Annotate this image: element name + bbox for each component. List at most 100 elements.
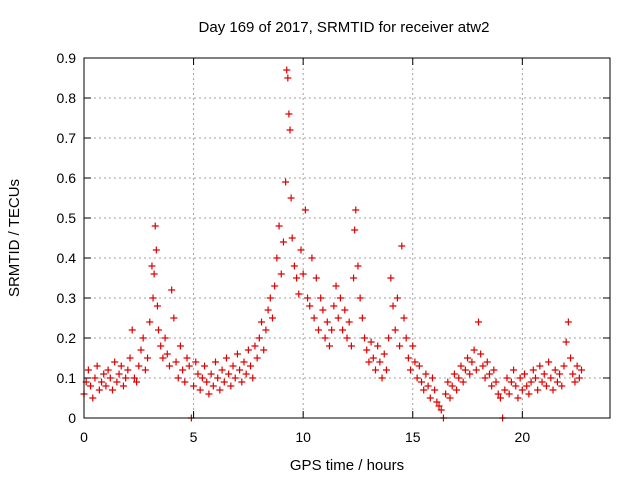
data-point: [231, 374, 239, 382]
data-point: [437, 406, 445, 414]
data-point: [446, 394, 454, 402]
data-point: [133, 378, 141, 386]
x-tick-label: 10: [295, 429, 311, 445]
data-point: [472, 366, 480, 374]
data-point: [503, 374, 511, 382]
data-point: [496, 394, 504, 402]
data-point: [196, 386, 204, 394]
data-point: [319, 306, 327, 314]
data-point: [336, 294, 344, 302]
data-point: [176, 342, 184, 350]
data-point: [431, 386, 439, 394]
data-point: [507, 378, 515, 386]
data-point: [341, 306, 349, 314]
data-point: [214, 374, 222, 382]
data-point: [253, 354, 261, 362]
data-point: [258, 318, 266, 326]
data-point: [505, 390, 513, 398]
data-point: [558, 382, 566, 390]
data-point: [152, 246, 160, 254]
data-point: [411, 358, 419, 366]
data-point: [244, 346, 252, 354]
data-point: [481, 374, 489, 382]
data-point: [358, 314, 366, 322]
data-point: [144, 354, 152, 362]
data-point: [95, 386, 103, 394]
data-point: [494, 390, 502, 398]
data-point: [137, 346, 145, 354]
data-point: [181, 378, 189, 386]
data-point: [304, 294, 312, 302]
data-point: [510, 366, 518, 374]
data-point: [297, 246, 305, 254]
data-point: [418, 378, 426, 386]
data-point: [514, 394, 522, 402]
data-point: [415, 362, 423, 370]
x-tick-label: 0: [80, 429, 88, 445]
data-point: [553, 378, 561, 386]
data-point: [185, 362, 193, 370]
data-point: [283, 66, 291, 74]
data-point: [334, 314, 342, 322]
data-point: [135, 362, 143, 370]
data-point: [194, 370, 202, 378]
data-point: [404, 354, 412, 362]
data-point: [400, 314, 408, 322]
data-point: [225, 370, 233, 378]
data-point: [542, 382, 550, 390]
data-point: [216, 386, 224, 394]
data-point: [285, 110, 293, 118]
data-point: [457, 362, 465, 370]
data-point: [183, 354, 191, 362]
grid: [84, 58, 610, 418]
data-point: [238, 378, 246, 386]
data-point: [512, 382, 520, 390]
data-point: [538, 378, 546, 386]
data-point: [571, 378, 579, 386]
data-point: [229, 362, 237, 370]
data-point: [117, 362, 125, 370]
data-point: [448, 382, 456, 390]
data-point: [350, 274, 358, 282]
y-tick-label: 0.4: [57, 250, 77, 266]
data-point: [227, 382, 235, 390]
data-point: [84, 366, 92, 374]
data-point: [190, 382, 198, 390]
data-point: [130, 374, 138, 382]
data-point: [273, 254, 281, 262]
data-point: [564, 318, 572, 326]
data-point: [540, 370, 548, 378]
data-point: [284, 74, 292, 82]
data-point: [455, 374, 463, 382]
data-point: [332, 282, 340, 290]
data-point: [148, 262, 156, 270]
data-point: [369, 354, 377, 362]
x-tick-label: 15: [405, 429, 421, 445]
data-point: [295, 290, 303, 298]
y-tick-label: 0.9: [57, 50, 77, 66]
data-point: [374, 342, 382, 350]
data-point: [308, 254, 316, 262]
data-point: [301, 206, 309, 214]
data-point: [102, 382, 110, 390]
data-point: [209, 382, 217, 390]
data-point: [149, 294, 157, 302]
data-point: [345, 318, 353, 326]
data-point: [282, 178, 290, 186]
data-point: [159, 354, 167, 362]
data-point: [151, 222, 159, 230]
data-point: [325, 342, 333, 350]
data-point: [168, 286, 176, 294]
data-point: [545, 358, 553, 366]
data-point: [485, 370, 493, 378]
data-point: [203, 378, 211, 386]
data-point: [146, 318, 154, 326]
data-point: [315, 326, 323, 334]
data-point: [165, 362, 173, 370]
data-point: [91, 374, 99, 382]
data-point: [352, 206, 360, 214]
data-point: [488, 382, 496, 390]
y-tick-label: 0.1: [57, 370, 77, 386]
data-point: [450, 370, 458, 378]
data-point: [339, 326, 347, 334]
